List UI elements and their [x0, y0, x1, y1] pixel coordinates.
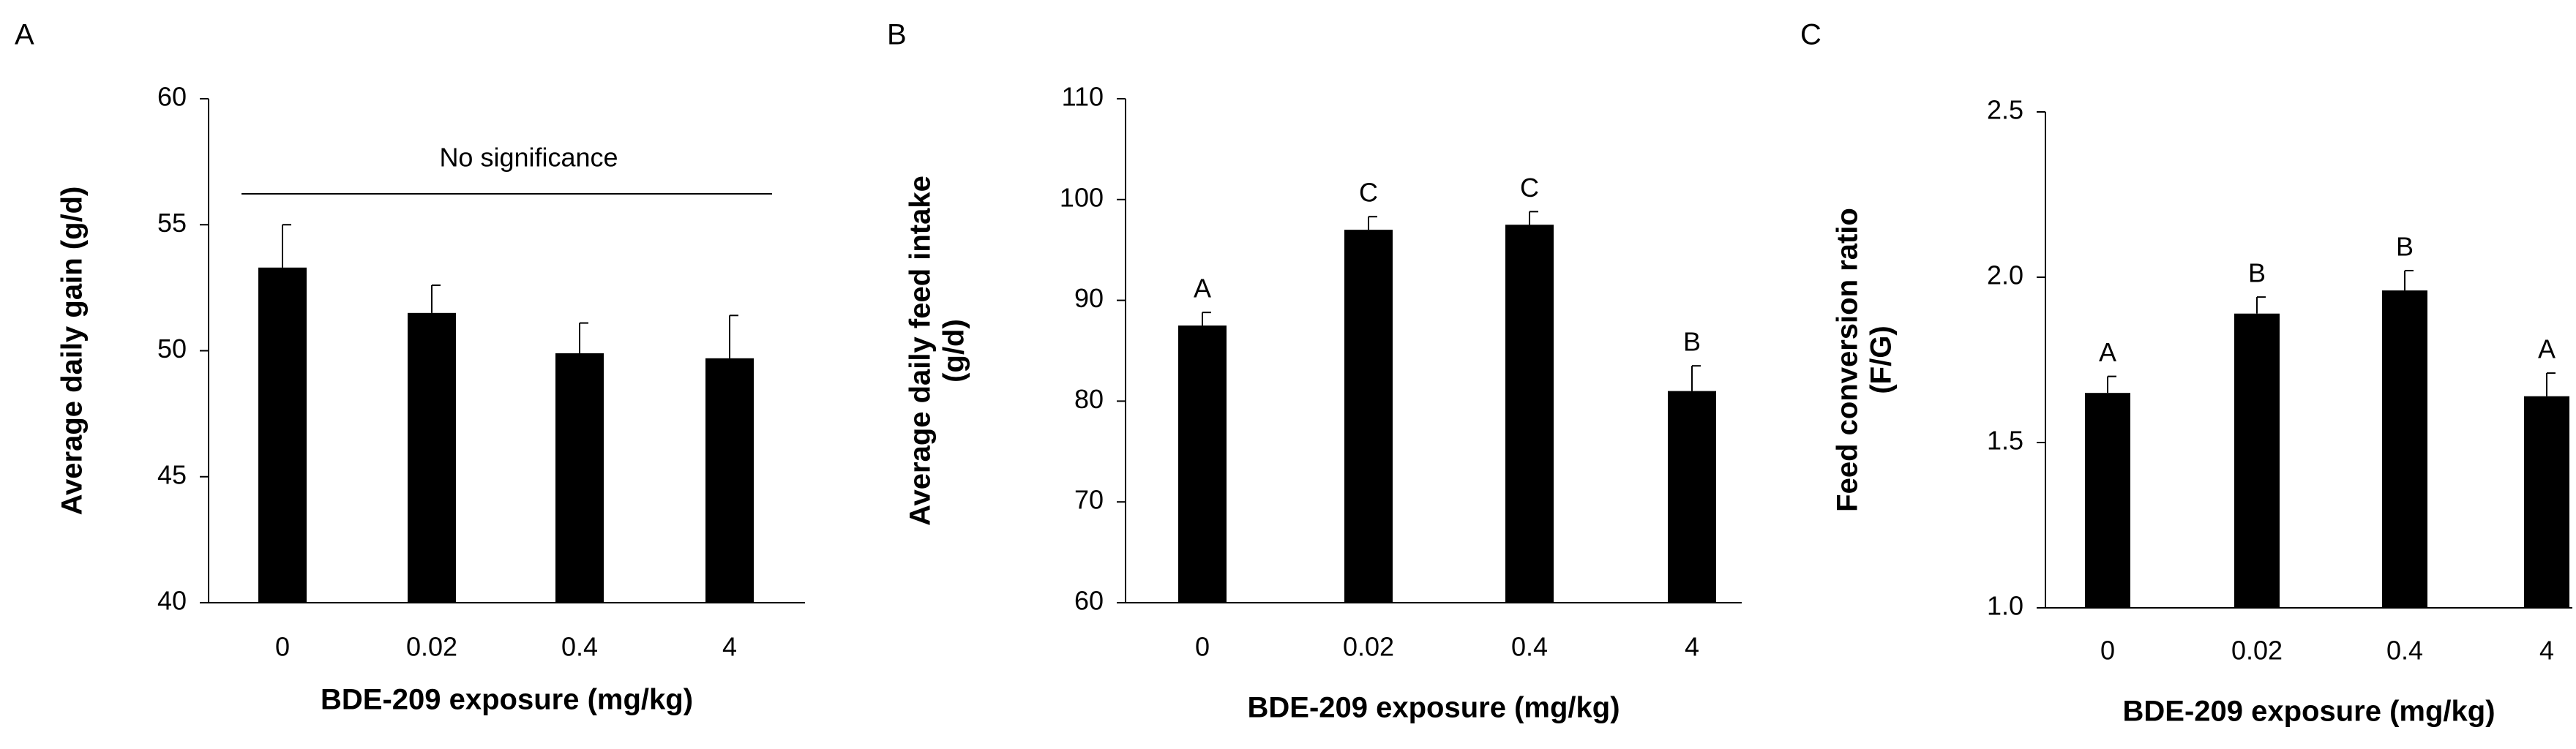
y-axis-label: (g/d) — [938, 319, 970, 383]
annotation: No significance — [439, 143, 618, 173]
x-tick-label: 4 — [2539, 636, 2554, 666]
significance-letter: A — [2099, 337, 2116, 367]
x-tick-label: 4 — [722, 632, 737, 662]
x-tick-label: 0.02 — [2231, 636, 2283, 666]
significance-letter: B — [2248, 258, 2266, 288]
y-tick-label: 55 — [157, 208, 187, 238]
error-bar — [579, 322, 588, 353]
y-tick-label: 80 — [1074, 384, 1104, 414]
significance-letter: A — [1194, 274, 1211, 304]
y-tick-label: 40 — [157, 586, 187, 616]
bar — [408, 312, 456, 603]
significance-letter: A — [2538, 334, 2556, 364]
x-tick-label: 0 — [2100, 636, 2115, 666]
bar — [2382, 290, 2427, 608]
bar — [1505, 225, 1554, 603]
x-tick-label: 0 — [275, 632, 290, 662]
y-tick-label: 100 — [1060, 182, 1104, 212]
x-axis-label: BDE-209 exposure (mg/kg) — [1247, 692, 1620, 724]
y-tick-label: 50 — [157, 334, 187, 364]
y-tick-label: 1.0 — [1987, 591, 2023, 621]
x-tick-label: 0.02 — [406, 632, 457, 662]
y-tick-label: 110 — [1062, 82, 1104, 112]
error-bar — [2107, 375, 2116, 394]
x-tick-label: 0.4 — [561, 632, 598, 662]
bar — [705, 358, 754, 603]
error-bar — [729, 315, 738, 358]
panel-label: C — [1800, 19, 1821, 51]
error-bar — [2546, 372, 2556, 396]
x-tick-label: 0.4 — [1511, 632, 1548, 662]
y-tick-label: 60 — [157, 82, 187, 112]
bar — [1344, 230, 1393, 603]
x-tick-label: 0.4 — [2386, 636, 2423, 666]
panel-label: B — [887, 19, 907, 51]
y-tick-label: 60 — [1074, 586, 1104, 616]
bar — [2234, 313, 2280, 608]
y-tick-label: 2.0 — [1987, 260, 2023, 290]
error-bar — [1529, 211, 1538, 225]
y-tick-label: 1.5 — [1987, 426, 2023, 456]
significance-letter: C — [1359, 178, 1378, 208]
y-axis-label: Average daily gain (g/d) — [56, 187, 89, 516]
bar — [1668, 391, 1716, 603]
x-tick-label: 4 — [1685, 632, 1699, 662]
y-tick-label: 70 — [1074, 485, 1104, 515]
x-axis-label: BDE-209 exposure (mg/kg) — [2122, 696, 2495, 728]
x-axis-label: BDE-209 exposure (mg/kg) — [321, 684, 693, 716]
y-tick-label: 90 — [1074, 283, 1104, 313]
significance-letter: B — [2396, 231, 2414, 261]
bar — [258, 267, 307, 603]
error-bar — [2404, 269, 2414, 291]
y-tick-label: 2.5 — [1987, 95, 2023, 125]
y-axis-label: Average daily feed intake — [905, 176, 937, 526]
significance-letter: B — [1683, 327, 1701, 357]
y-axis-label: (F/G) — [1865, 325, 1898, 394]
x-tick-label: 0 — [1195, 632, 1210, 662]
y-axis-label: Feed conversion ratio — [1832, 208, 1864, 512]
x-tick-label: 0.02 — [1343, 632, 1394, 662]
bar — [2524, 396, 2569, 608]
error-bar — [1691, 365, 1701, 391]
bar — [2085, 393, 2130, 608]
y-tick-label: 45 — [157, 459, 187, 489]
error-bar — [2256, 296, 2266, 314]
error-bar — [1368, 216, 1377, 230]
bar — [1178, 325, 1227, 603]
error-bar — [1202, 312, 1211, 326]
error-bar — [431, 284, 441, 313]
panel-label: A — [15, 19, 34, 51]
error-bar — [282, 224, 291, 268]
significance-letter: C — [1520, 173, 1539, 203]
bar — [555, 353, 604, 603]
